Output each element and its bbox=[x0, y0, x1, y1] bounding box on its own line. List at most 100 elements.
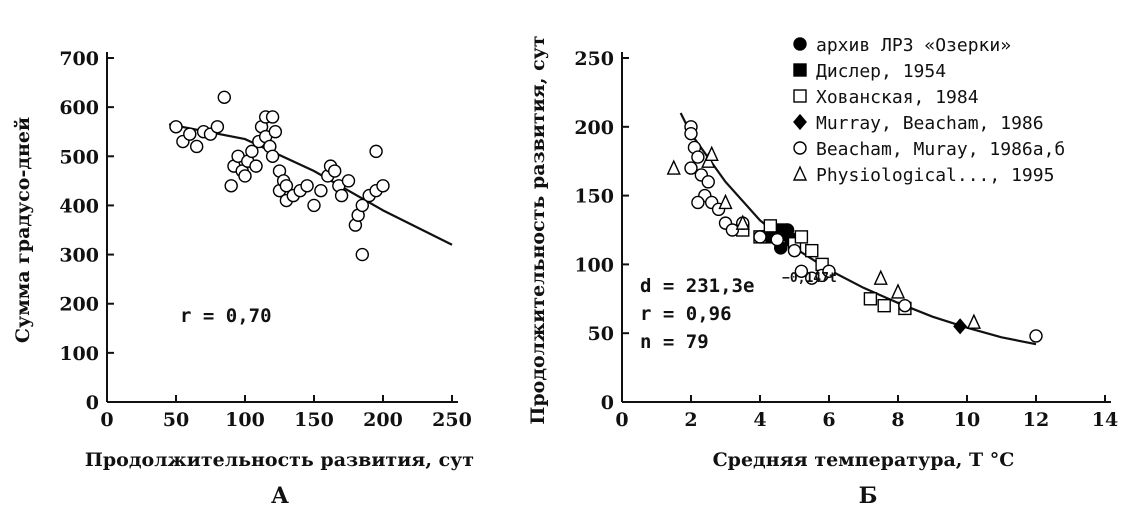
marker bbox=[217, 90, 232, 105]
marker bbox=[183, 127, 197, 141]
legend-label: архив ЛРЗ «Озерки» bbox=[816, 35, 1011, 56]
marker bbox=[753, 230, 767, 244]
marker bbox=[873, 269, 888, 285]
marker bbox=[763, 219, 778, 233]
y-tick-label: 100 bbox=[59, 343, 99, 365]
marker bbox=[890, 283, 906, 299]
marker bbox=[268, 125, 283, 139]
x-tick-label: 100 bbox=[225, 409, 265, 431]
legend-marker bbox=[793, 141, 807, 155]
legend-marker bbox=[793, 63, 807, 77]
marker bbox=[376, 179, 390, 193]
marker bbox=[334, 188, 349, 203]
marker bbox=[725, 223, 740, 237]
marker bbox=[966, 313, 981, 329]
fit-curve bbox=[679, 112, 1037, 346]
marker bbox=[238, 169, 252, 183]
marker bbox=[691, 150, 705, 164]
marker bbox=[953, 318, 968, 335]
marker bbox=[279, 179, 294, 193]
y-tick-label: 200 bbox=[574, 117, 614, 139]
panel-label: Б bbox=[859, 483, 878, 509]
y-tick-label: 0 bbox=[86, 392, 99, 414]
y-tick-label: 0 bbox=[601, 392, 614, 414]
marker bbox=[355, 198, 369, 213]
marker bbox=[684, 126, 698, 141]
x-tick-label: 50 bbox=[163, 409, 189, 431]
legend-marker bbox=[793, 113, 807, 131]
marker bbox=[169, 120, 183, 134]
marker bbox=[770, 232, 784, 247]
x-axis-label: Средняя температура, T °C bbox=[713, 449, 1015, 471]
y-tick-label: 600 bbox=[59, 97, 99, 119]
x-tick-label: 4 bbox=[753, 409, 766, 431]
marker bbox=[307, 198, 321, 213]
marker bbox=[691, 195, 705, 210]
marker bbox=[300, 179, 314, 193]
x-tick-label: 12 bbox=[1023, 409, 1049, 431]
x-tick-label: 8 bbox=[891, 409, 904, 431]
marker bbox=[701, 175, 715, 189]
y-tick-label: 400 bbox=[59, 195, 99, 217]
marker bbox=[1029, 329, 1043, 343]
marker bbox=[794, 230, 809, 244]
x-tick-label: 2 bbox=[684, 409, 697, 431]
y-tick-label: 100 bbox=[574, 254, 614, 276]
marker bbox=[341, 174, 356, 188]
marker bbox=[355, 247, 369, 262]
fit-curve bbox=[168, 123, 453, 246]
x-tick-label: 0 bbox=[615, 409, 628, 431]
legend-label: Хованская, 1984 bbox=[816, 87, 979, 108]
x-tick-label: 250 bbox=[432, 409, 472, 431]
legend-marker bbox=[793, 37, 807, 51]
x-tick-label: 0 bbox=[100, 409, 113, 431]
marker bbox=[265, 149, 280, 163]
panel-label: А bbox=[271, 483, 289, 509]
legend-label: Дислер, 1954 bbox=[816, 61, 946, 82]
marker bbox=[666, 159, 681, 175]
y-tick-label: 200 bbox=[59, 294, 99, 316]
legend-marker bbox=[792, 165, 808, 181]
x-tick-label: 14 bbox=[1092, 409, 1118, 431]
y-tick-label: 700 bbox=[59, 48, 99, 70]
legend-label: Murray, Beacham, 1986 bbox=[816, 113, 1044, 134]
annotation: n = 79 bbox=[640, 331, 709, 353]
annotation: r = 0,96 bbox=[640, 303, 732, 325]
marker bbox=[224, 179, 238, 193]
y-tick-label: 250 bbox=[574, 48, 614, 70]
x-axis-label: Продолжительность развития, сут bbox=[85, 449, 474, 471]
legend-marker bbox=[793, 89, 807, 103]
marker bbox=[210, 120, 225, 134]
marker bbox=[805, 243, 819, 258]
x-tick-label: 6 bbox=[822, 409, 835, 431]
marker bbox=[863, 292, 878, 306]
x-tick-label: 200 bbox=[363, 409, 403, 431]
marker bbox=[794, 264, 809, 278]
x-tick-label: 150 bbox=[294, 409, 334, 431]
marker bbox=[328, 164, 342, 178]
marker bbox=[249, 159, 263, 173]
annotation: r = 0,70 bbox=[180, 305, 272, 327]
marker bbox=[718, 193, 733, 210]
marker bbox=[787, 243, 802, 258]
annotation: d = 231,3e bbox=[640, 275, 754, 297]
y-tick-label: 50 bbox=[588, 323, 614, 345]
x-tick-label: 10 bbox=[954, 409, 980, 431]
marker bbox=[245, 144, 259, 159]
y-axis-label: Продолжительность развития, сут bbox=[527, 35, 549, 424]
marker bbox=[822, 264, 836, 278]
legend-label: Beacham, Muray, 1986а,б bbox=[816, 139, 1065, 160]
y-tick-label: 150 bbox=[574, 186, 614, 208]
marker bbox=[898, 298, 912, 313]
marker bbox=[314, 183, 328, 198]
y-tick-label: 300 bbox=[59, 245, 99, 267]
y-axis-label: Сумма градусо-дней bbox=[12, 117, 34, 343]
marker bbox=[265, 110, 280, 124]
y-tick-label: 500 bbox=[59, 146, 99, 168]
annotation: −0,147t bbox=[782, 271, 837, 286]
marker bbox=[369, 144, 383, 159]
marker bbox=[189, 139, 204, 154]
marker bbox=[735, 214, 750, 230]
legend-label: Physiological..., 1995 bbox=[816, 165, 1054, 186]
